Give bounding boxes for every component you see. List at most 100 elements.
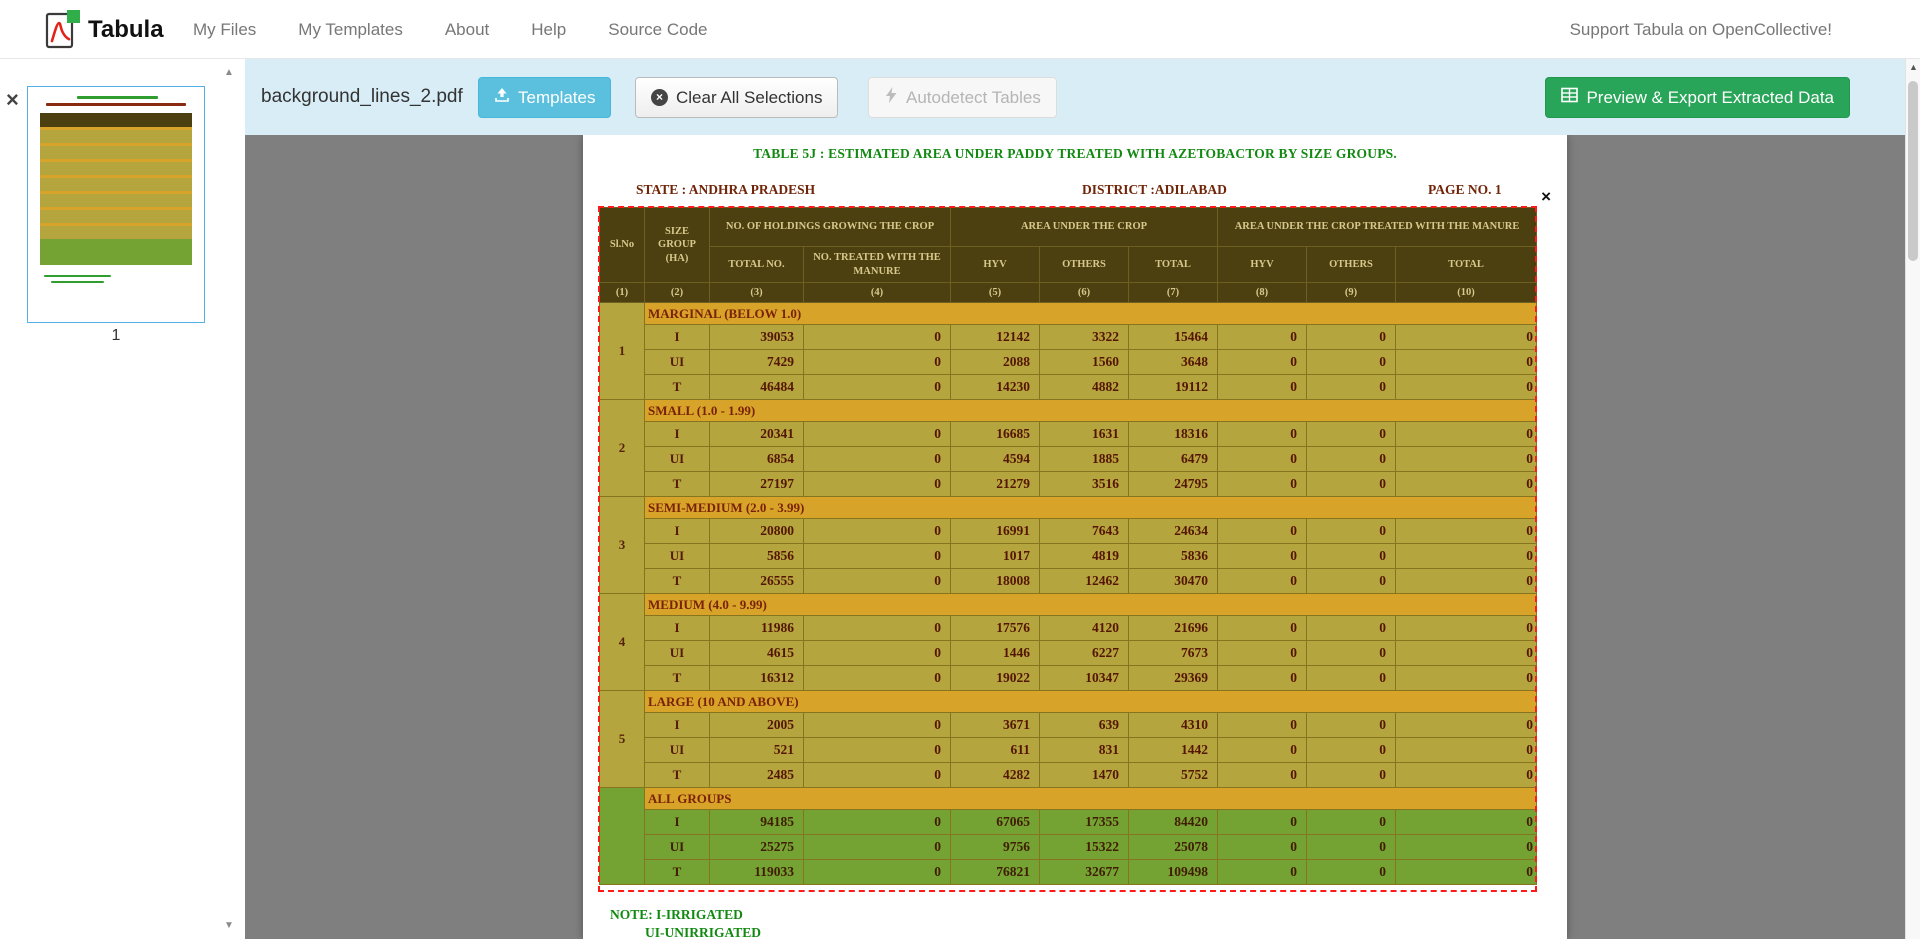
support-link[interactable]: Support Tabula on OpenCollective! xyxy=(1569,20,1832,39)
table-row: UI 4615 0 1446 6227 7673 0 0 0 xyxy=(600,640,1538,666)
group-header-row: ALL GROUPS xyxy=(599,787,1538,885)
value-cell: 0 xyxy=(1306,640,1397,666)
nav-my-templates[interactable]: My Templates xyxy=(298,19,403,39)
page-no-text: PAGE NO. 1 xyxy=(1428,182,1502,197)
table-row: UI 6854 0 4594 1885 6479 0 0 0 xyxy=(600,446,1538,472)
value-cell: 0 xyxy=(1395,518,1538,544)
lightning-icon xyxy=(884,87,898,108)
value-cell: 639 xyxy=(1039,712,1129,738)
document-title: TABLE 5J : ESTIMATED AREA UNDER PADDY TR… xyxy=(753,146,1397,161)
pdf-page[interactable]: TABLE 5J : ESTIMATED AREA UNDER PADDY TR… xyxy=(583,135,1567,939)
value-cell: 0 xyxy=(1306,446,1397,472)
document-viewer: TABLE 5J : ESTIMATED AREA UNDER PADDY TR… xyxy=(245,135,1920,939)
window-scrollbar[interactable]: ▲ xyxy=(1905,59,1920,939)
col-number: (3) xyxy=(709,282,804,303)
table-row: T 16312 0 19022 10347 29369 0 0 0 xyxy=(600,665,1538,691)
value-cell: 4594 xyxy=(950,446,1040,472)
value-cell: 29369 xyxy=(1127,665,1219,691)
value-cell: 1442 xyxy=(1127,737,1219,763)
value-cell: 10347 xyxy=(1039,665,1129,691)
value-cell: 1560 xyxy=(1039,349,1129,375)
value-cell: 0 xyxy=(1395,324,1538,350)
value-cell: 4882 xyxy=(1039,374,1129,400)
value-cell: 109498 xyxy=(1127,859,1219,885)
subheader: TOTAL xyxy=(1395,246,1538,283)
extracted-table: Sl.No SIZE GROUP (HA) NO. OF HOLDINGS GR… xyxy=(599,207,1538,885)
subheader: TOTAL xyxy=(1127,246,1219,283)
nav-help[interactable]: Help xyxy=(531,19,567,39)
row-label-cell: T xyxy=(644,374,710,400)
scrollbar-thumb[interactable] xyxy=(1908,81,1918,261)
table-row: UI 521 0 611 831 1442 0 0 0 xyxy=(600,737,1538,763)
clear-all-selections-button[interactable]: × Clear All Selections xyxy=(635,77,839,118)
value-cell: 0 xyxy=(1395,471,1538,497)
col-number: (5) xyxy=(950,282,1040,303)
remove-file-icon[interactable]: × xyxy=(6,87,19,112)
value-cell: 0 xyxy=(1395,374,1538,400)
value-cell: 2005 xyxy=(709,712,804,738)
value-cell: 7643 xyxy=(1039,518,1129,544)
table-row: I 94185 0 67065 17355 84420 0 0 0 xyxy=(600,809,1538,835)
value-cell: 0 xyxy=(1306,737,1397,763)
table-row: T 26555 0 18008 12462 30470 0 0 0 xyxy=(600,568,1538,594)
value-cell: 16991 xyxy=(950,518,1040,544)
current-filename: background_lines_2.pdf xyxy=(261,86,463,107)
row-label-cell: UI xyxy=(644,349,710,375)
header-holdings-group: NO. OF HOLDINGS GROWING THE CROP xyxy=(709,207,951,247)
sidebar-scroll-up-icon[interactable]: ▲ xyxy=(224,67,234,78)
scrollbar-up-icon[interactable]: ▲ xyxy=(1909,62,1918,72)
thumbnail-page-number: 1 xyxy=(111,327,121,344)
value-cell: 0 xyxy=(1395,834,1538,860)
doc-table-body: 1 MARGINAL (BELOW 1.0) I 39053 0 12142 3322 154… xyxy=(599,302,1538,885)
header-area-group: AREA UNDER THE CROP xyxy=(949,207,1219,247)
page-thumbnail[interactable] xyxy=(27,86,205,323)
brand-title[interactable]: Tabula xyxy=(88,16,164,43)
subheader: OTHERS xyxy=(1039,246,1129,283)
row-label-cell: I xyxy=(644,809,710,835)
row-label-cell: UI xyxy=(644,446,710,472)
table-row: T 27197 0 21279 3516 24795 0 0 0 xyxy=(600,471,1538,497)
table-row: I 11986 0 17576 4120 21696 0 0 0 xyxy=(600,615,1538,641)
sidebar-scroll-down-icon[interactable]: ▼ xyxy=(224,920,234,931)
value-cell: 0 xyxy=(1217,834,1308,860)
table-selection-box[interactable]: × xyxy=(598,187,1551,892)
value-cell: 4310 xyxy=(1127,712,1219,738)
row-label-cell: T xyxy=(644,471,710,497)
value-cell: 17355 xyxy=(1039,809,1129,835)
autodetect-tables-button[interactable]: Autodetect Tables xyxy=(868,77,1057,118)
value-cell: 11986 xyxy=(709,615,804,641)
nav-source-code[interactable]: Source Code xyxy=(608,19,708,39)
value-cell: 5836 xyxy=(1127,543,1219,569)
value-cell: 5856 xyxy=(709,543,804,569)
value-cell: 67065 xyxy=(950,809,1040,835)
col-number: (10) xyxy=(1395,282,1538,303)
value-cell: 0 xyxy=(1306,762,1397,788)
district-text: DISTRICT :ADILABAD xyxy=(1082,182,1227,197)
thumb-meta-line xyxy=(45,103,187,106)
value-cell: 0 xyxy=(1217,374,1308,400)
autodetect-label: Autodetect Tables xyxy=(906,87,1041,107)
value-cell: 0 xyxy=(1217,809,1308,835)
row-label-cell: T xyxy=(644,859,710,885)
main-nav: My Files My Templates About Help Source … xyxy=(193,0,707,59)
table-row: UI 25275 0 9756 15322 25078 0 0 0 xyxy=(600,834,1538,860)
selection-close-icon[interactable]: × xyxy=(1541,187,1551,206)
value-cell: 32677 xyxy=(1039,859,1129,885)
clear-label: Clear All Selections xyxy=(676,87,823,107)
subheader: TOTAL NO. xyxy=(709,246,804,283)
nav-my-files[interactable]: My Files xyxy=(193,19,257,39)
nav-about[interactable]: About xyxy=(444,19,490,39)
value-cell: 2485 xyxy=(709,762,804,788)
col-number: (2) xyxy=(644,282,710,303)
slno-cell xyxy=(599,787,645,885)
value-cell: 4819 xyxy=(1039,543,1129,569)
value-cell: 0 xyxy=(1306,615,1397,641)
templates-button[interactable]: Templates xyxy=(478,77,612,118)
preview-export-button[interactable]: Preview & Export Extracted Data xyxy=(1545,77,1850,118)
row-label-cell: UI xyxy=(644,834,710,860)
row-label-cell: UI xyxy=(644,543,710,569)
subheader: NO. TREATED WITH THE MANURE xyxy=(803,246,951,283)
value-cell: 0 xyxy=(1217,446,1308,472)
group-header-row: 2 SMALL (1.0 - 1.99) xyxy=(599,399,1538,497)
value-cell: 3322 xyxy=(1039,324,1129,350)
